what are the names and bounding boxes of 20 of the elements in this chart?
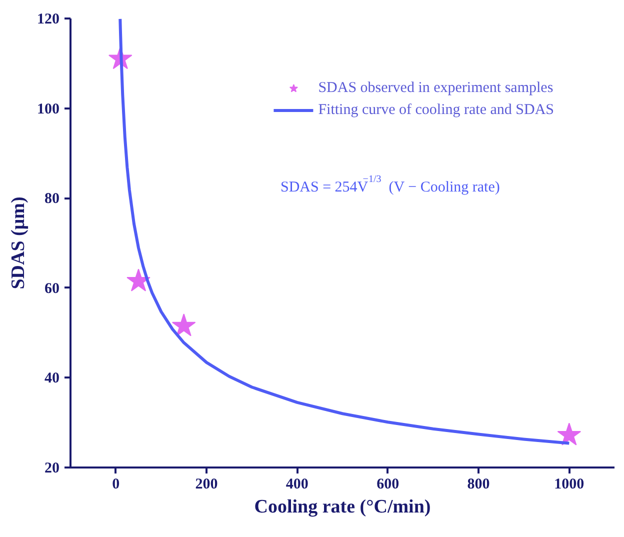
annotation: SDAS = 254V−1/3 (V − Cooling rate) bbox=[280, 174, 500, 196]
y-tick-label: 100 bbox=[37, 101, 60, 118]
point bbox=[126, 268, 150, 292]
x-tick-label: 400 bbox=[286, 476, 308, 492]
point bbox=[172, 314, 196, 336]
y-tick-label: 20 bbox=[44, 460, 60, 476]
x-tick-label: 1000 bbox=[554, 476, 584, 492]
legend-label: Fitting curve of cooling rate and SDAS bbox=[318, 102, 554, 118]
x-axis-title: Cooling rate (°C/min) bbox=[254, 496, 431, 518]
y-tick-label: 80 bbox=[44, 191, 60, 208]
x-tick-label: 600 bbox=[376, 476, 400, 492]
y-tick-label: 40 bbox=[44, 370, 60, 387]
y-tick-label: 60 bbox=[44, 280, 60, 297]
x-tick-label: 0 bbox=[112, 476, 120, 492]
point bbox=[557, 422, 582, 446]
legend-label: SDAS observed in experiment samples bbox=[318, 80, 554, 96]
x-tick-label: 200 bbox=[195, 476, 218, 492]
y-axis-title: SDAS (μm) bbox=[8, 196, 29, 290]
y-tick-label: 120 bbox=[37, 12, 60, 28]
x-tick-label: 800 bbox=[467, 476, 490, 492]
